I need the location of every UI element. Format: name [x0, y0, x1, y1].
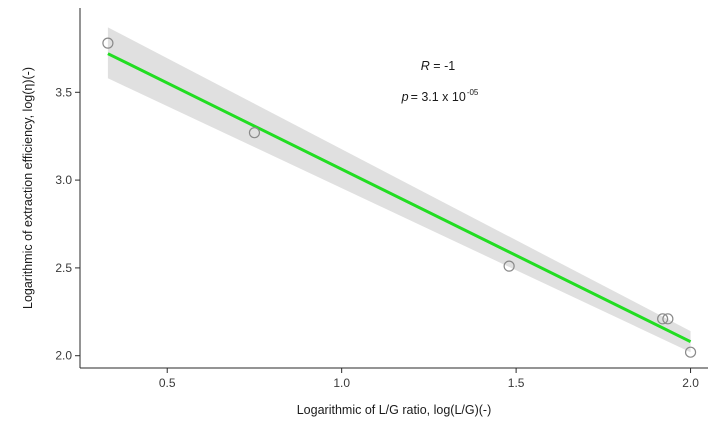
p-value: = 3.1 x 10 — [411, 90, 466, 104]
data-point-5 — [662, 313, 674, 325]
r-annotation: R = -1 — [421, 59, 455, 73]
x-axis-title: Logarithmic of L/G ratio, log(L/G)(-) — [297, 403, 492, 417]
x-tick-label: 1.0 — [333, 376, 350, 390]
x-axis-ticks: 0.5 1.0 1.5 2.0 — [159, 368, 699, 390]
x-tick-label: 0.5 — [159, 376, 176, 390]
x-tick-label: 2.0 — [682, 376, 699, 390]
y-tick-label: 2.0 — [55, 349, 72, 363]
data-point-3 — [503, 260, 515, 272]
data-point-4 — [657, 313, 669, 325]
y-tick-label: 3.0 — [55, 173, 72, 187]
y-axis-ticks: 2.0 2.5 3.0 3.5 — [55, 85, 80, 363]
data-point-1 — [102, 37, 114, 49]
data-point-6 — [684, 346, 697, 358]
y-tick-label: 3.5 — [55, 85, 72, 99]
p-exponent: -05 — [467, 88, 479, 97]
p-symbol: p — [401, 90, 409, 104]
data-point-2 — [248, 127, 261, 139]
fit-line — [107, 52, 692, 344]
confidence-band — [107, 27, 691, 353]
r-symbol: R — [421, 59, 430, 73]
p-annotation: p = 3.1 x 10-05 — [401, 88, 479, 104]
y-axis-title: Logarithmic of extraction efficiency, lo… — [21, 67, 35, 309]
x-tick-label: 1.5 — [508, 376, 525, 390]
y-tick-label: 2.5 — [55, 261, 72, 275]
r-value: = -1 — [430, 59, 455, 73]
data-points — [102, 37, 697, 358]
